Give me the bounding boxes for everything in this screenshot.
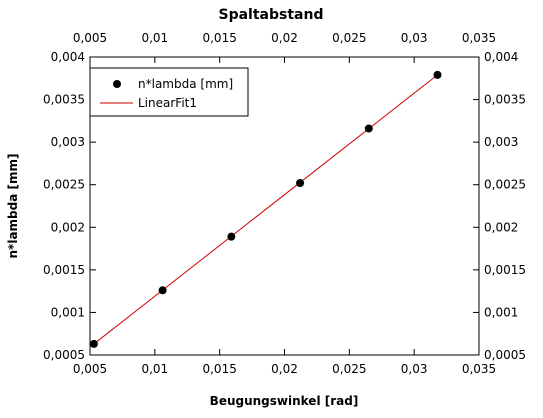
x-tick-label-top: 0,01 (141, 31, 168, 45)
y-tick-label-right: 0,0025 (484, 178, 526, 192)
y-tick-label-right: 0,002 (484, 220, 518, 234)
y-axis: 0,0005 0,0005 0,001 0,001 0,0015 0,0015 0,002 0… (43, 50, 526, 362)
x-tick-label-bottom: 0,025 (332, 362, 366, 376)
y-tick-label-left: 0,002 (51, 220, 85, 234)
legend-box (89, 67, 249, 117)
x-axis-title: Beugungswinkel [rad] (210, 394, 359, 408)
x-tick-label-bottom: 0,035 (462, 362, 496, 376)
x-tick-label-bottom: 0,015 (202, 362, 236, 376)
x-tick-label-bottom: 0,005 (73, 362, 107, 376)
x-tick-label-top: 0,005 (73, 31, 107, 45)
x-tick-label-top: 0,025 (332, 31, 366, 45)
y-tick-label-left: 0,0015 (43, 263, 85, 277)
chart-title: Spaltabstand (219, 7, 324, 23)
y-tick-label-right: 0,0015 (484, 263, 526, 277)
y-tick-label-left: 0,003 (51, 135, 85, 149)
x-axis: 0,005 0,005 0,01 0,01 0,015 0,015 0,02 0,02 0,02… (73, 31, 496, 376)
x-tick-label-top: 0,035 (462, 31, 496, 45)
y-tick-label-left: 0,004 (51, 50, 85, 64)
x-tick-label-bottom: 0,03 (401, 362, 428, 376)
y-tick-label-left: 0,0005 (43, 348, 85, 362)
legend-label-fit: LinearFit1 (138, 96, 197, 110)
series-layer (89, 70, 442, 348)
data-point (89, 339, 98, 348)
y-tick-label-left: 0,001 (51, 305, 85, 319)
x-tick-label-bottom: 0,02 (271, 362, 298, 376)
data-point (364, 124, 373, 133)
legend-marker-points (113, 80, 121, 88)
y-tick-label-left: 0,0025 (43, 178, 85, 192)
y-tick-label-right: 0,0035 (484, 93, 526, 107)
legend-label-points: n*lambda [mm] (138, 77, 233, 91)
x-tick-label-top: 0,02 (271, 31, 298, 45)
y-tick-label-right: 0,001 (484, 305, 518, 319)
x-tick-label-bottom: 0,01 (141, 362, 168, 376)
y-tick-label-right: 0,004 (484, 50, 518, 64)
x-tick-label-top: 0,03 (401, 31, 428, 45)
y-tick-label-left: 0,0035 (43, 93, 85, 107)
y-axis-title: n*lambda [mm] (6, 154, 20, 259)
data-point (433, 70, 442, 79)
data-point (158, 286, 167, 295)
x-tick-label-top: 0,015 (202, 31, 236, 45)
y-tick-label-right: 0,0005 (484, 348, 526, 362)
data-point (296, 179, 305, 188)
linear-fit-line (93, 74, 438, 345)
data-point (227, 232, 236, 241)
legend: n*lambda [mm] LinearFit1 (89, 67, 249, 117)
y-tick-label-right: 0,003 (484, 135, 518, 149)
